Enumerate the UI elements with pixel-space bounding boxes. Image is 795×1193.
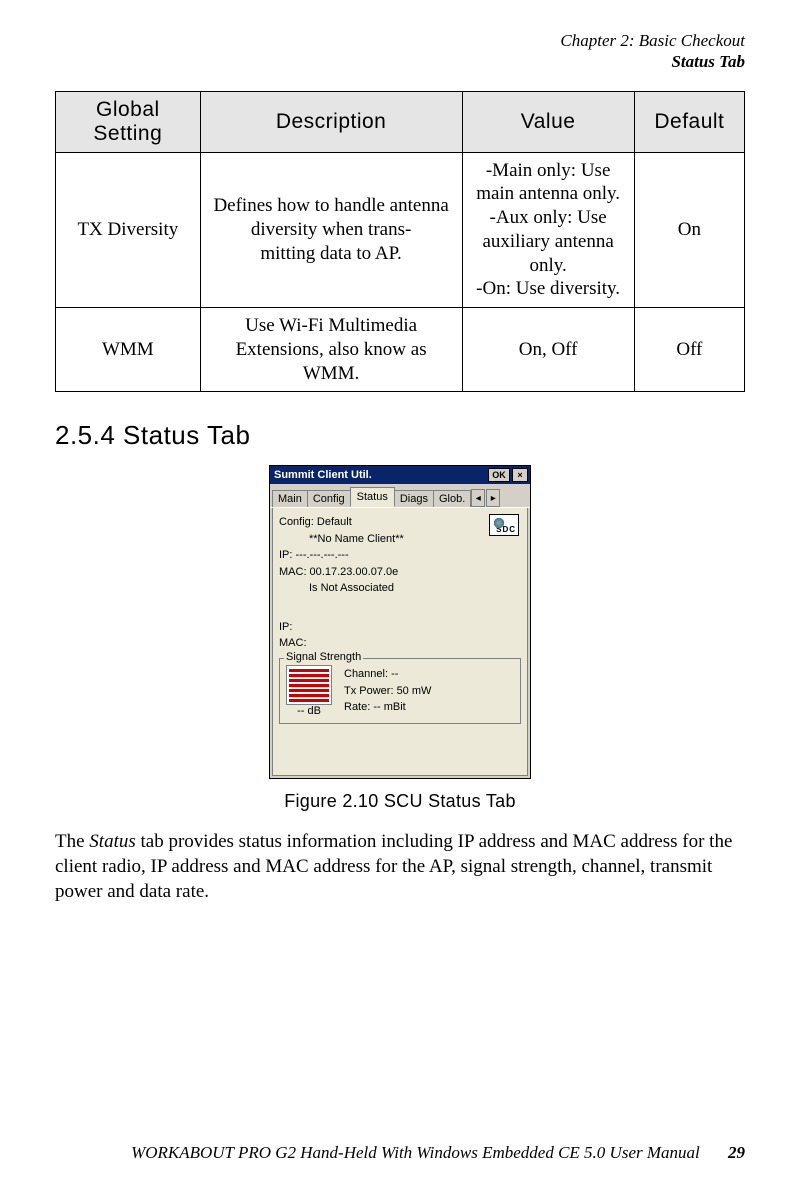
table-row: TX Diversity Defines how to handle anten… <box>56 152 745 308</box>
para-em: Status <box>89 831 135 852</box>
close-button[interactable]: × <box>512 468 528 482</box>
window-titlebar: Summit Client Util. OK × <box>270 466 530 484</box>
section-heading: 2.5.4 Status Tab <box>55 420 745 451</box>
cell-setting: WMM <box>56 308 201 392</box>
table-row: WMM Use Wi-Fi Multimedia Extensions, als… <box>56 308 745 392</box>
ap-mac-line: MAC: <box>279 635 521 652</box>
para-pre: The <box>55 831 89 852</box>
para-post: tab provides status information includin… <box>55 831 732 901</box>
cell-description: Defines how to handle antenna diversity … <box>200 152 462 308</box>
tab-scroll-left-icon[interactable]: ◂ <box>471 489 485 507</box>
assoc-line: Is Not Associated <box>279 580 521 597</box>
rate-line: Rate: -- mBit <box>344 699 431 716</box>
page-footer: WORKABOUT PRO G2 Hand-Held With Windows … <box>55 1143 745 1163</box>
signal-inner: -- dB Channel: -- Tx Power: 50 mW Rate: … <box>286 665 514 717</box>
channel-line: Channel: -- <box>344 666 431 683</box>
ap-ip-line: IP: <box>279 619 521 636</box>
spacer <box>279 597 521 619</box>
cell-value: On, Off <box>462 308 634 392</box>
signal-strength-label: Signal Strength <box>284 651 363 663</box>
mac-line: MAC: 00.17.23.00.07.0e <box>279 564 521 581</box>
footer-text: WORKABOUT PRO G2 Hand-Held With Windows … <box>131 1143 700 1162</box>
window-title: Summit Client Util. <box>274 469 486 481</box>
body-paragraph: The Status tab provides status informati… <box>55 830 745 904</box>
tab-main[interactable]: Main <box>272 490 308 507</box>
cell-default: Off <box>634 308 744 392</box>
signal-bars-icon <box>286 665 332 705</box>
ok-button[interactable]: OK <box>488 468 510 482</box>
page-number: 29 <box>728 1143 745 1162</box>
screenshot-container: Summit Client Util. OK × Main Config Sta… <box>55 465 745 779</box>
tab-diags[interactable]: Diags <box>394 490 434 507</box>
sdc-logo: SDC <box>489 514 519 536</box>
chapter-label: Chapter 2: Basic Checkout <box>55 30 745 51</box>
th-description: Description <box>200 91 462 152</box>
tab-config[interactable]: Config <box>307 490 351 507</box>
th-setting: Global Setting <box>56 91 201 152</box>
status-text-block: Config: Default **No Name Client** IP: -… <box>279 514 521 652</box>
tab-scroll-right-icon[interactable]: ▸ <box>486 489 500 507</box>
cell-setting: TX Diversity <box>56 152 201 308</box>
tab-strip: Main Config Status Diags Glob. ◂ ▸ <box>270 484 530 508</box>
signal-strength-group: Signal Strength -- dB Channel: -- Tx Pow… <box>279 658 521 724</box>
scu-window: Summit Client Util. OK × Main Config Sta… <box>269 465 531 779</box>
signal-db: -- dB <box>286 705 332 717</box>
bars-col: -- dB <box>286 665 332 717</box>
cell-default: On <box>634 152 744 308</box>
global-settings-table: Global Setting Description Value Default… <box>55 91 745 393</box>
ip-line: IP: ---.---.---.--- <box>279 547 521 564</box>
client-name-line: **No Name Client** <box>279 531 521 548</box>
table-header-row: Global Setting Description Value Default <box>56 91 745 152</box>
tab-global[interactable]: Glob. <box>433 490 471 507</box>
tab-status[interactable]: Status <box>350 487 395 507</box>
signal-details: Channel: -- Tx Power: 50 mW Rate: -- mBi… <box>344 666 431 716</box>
th-default: Default <box>634 91 744 152</box>
th-value: Value <box>462 91 634 152</box>
tab-content: SDC Config: Default **No Name Client** I… <box>272 508 528 776</box>
config-line: Config: Default <box>279 514 521 531</box>
page: Chapter 2: Basic Checkout Status Tab Glo… <box>0 0 795 904</box>
txpower-line: Tx Power: 50 mW <box>344 683 431 700</box>
figure-caption: Figure 2.10 SCU Status Tab <box>55 791 745 812</box>
cell-description: Use Wi-Fi Multimedia Extensions, also kn… <box>200 308 462 392</box>
cell-value: -Main only: Use main antenna only. -Aux … <box>462 152 634 308</box>
section-label: Status Tab <box>55 51 745 72</box>
page-header: Chapter 2: Basic Checkout Status Tab <box>55 30 745 73</box>
